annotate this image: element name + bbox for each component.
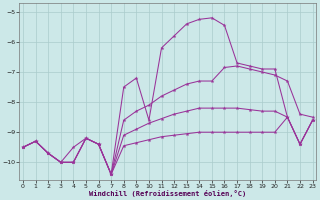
X-axis label: Windchill (Refroidissement éolien,°C): Windchill (Refroidissement éolien,°C): [89, 190, 246, 197]
